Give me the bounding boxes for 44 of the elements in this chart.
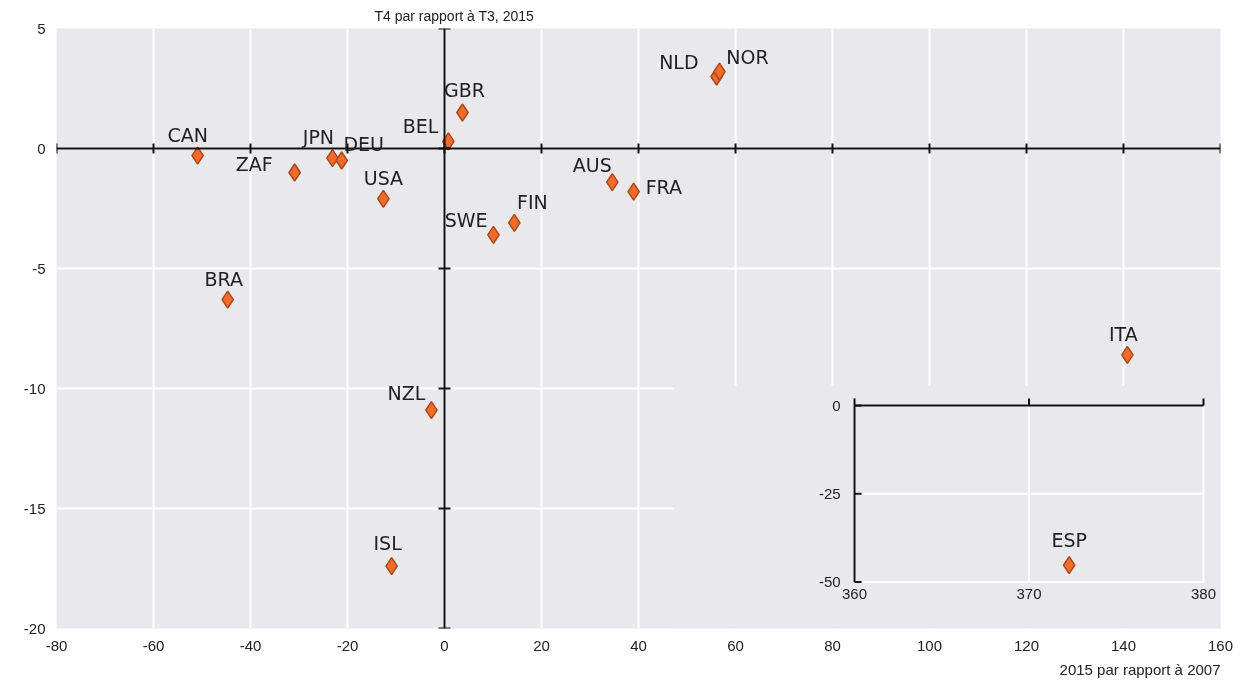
y-tick-label: -50	[818, 573, 841, 590]
series-label: GBR	[443, 78, 485, 101]
series-label: ISL	[373, 532, 403, 555]
series-label: FRA	[645, 175, 683, 198]
x-tick-label: -40	[239, 636, 262, 654]
x-tick-label: 360	[842, 585, 868, 603]
series-label: SWE	[444, 208, 488, 231]
y-tick-label: 0	[832, 396, 841, 414]
series-label: NLD	[659, 50, 699, 73]
series-label: USA	[363, 166, 404, 189]
x-tick-label: 40	[630, 636, 647, 654]
y-tick-label: 0	[37, 139, 46, 157]
series-label: CAN	[167, 123, 208, 146]
x-tick-label: -60	[142, 636, 165, 654]
series-label: AUS	[572, 154, 612, 177]
y-tick-label: -10	[23, 379, 46, 397]
y-tick-label: -25	[818, 484, 841, 502]
y-tick-label: -5	[32, 259, 46, 277]
x-axis-title: 2015 par rapport à 2007	[1059, 660, 1221, 678]
x-tick-label: 20	[533, 636, 550, 654]
series-label: ZAF	[235, 152, 273, 175]
x-tick-label: 80	[824, 636, 841, 654]
series-label: BRA	[204, 267, 243, 290]
x-tick-label: 370	[1016, 585, 1042, 603]
x-tick-label: 0	[440, 636, 449, 654]
y-axis-title: T4 par rapport à T3, 2015	[374, 7, 534, 24]
series-label: BEL	[402, 115, 439, 138]
series-label: ITA	[1109, 322, 1138, 345]
x-tick-label: 120	[1013, 636, 1040, 654]
y-tick-label: -20	[23, 619, 46, 637]
series-label: FIN	[516, 190, 548, 213]
series-label: ESP	[1051, 529, 1087, 552]
x-tick-label: 60	[727, 636, 744, 654]
series-label: NZL	[387, 382, 426, 405]
y-tick-label: 5	[37, 19, 46, 37]
x-tick-label: 160	[1207, 636, 1234, 654]
series-label: NOR	[726, 45, 769, 68]
x-tick-label: -80	[45, 636, 68, 654]
series-label: JPN	[301, 126, 335, 149]
x-tick-label: 100	[916, 636, 943, 654]
y-tick-label: -15	[23, 499, 46, 517]
x-tick-label: 380	[1190, 585, 1217, 603]
x-tick-label: 140	[1110, 636, 1137, 654]
x-tick-label: -20	[336, 636, 359, 654]
